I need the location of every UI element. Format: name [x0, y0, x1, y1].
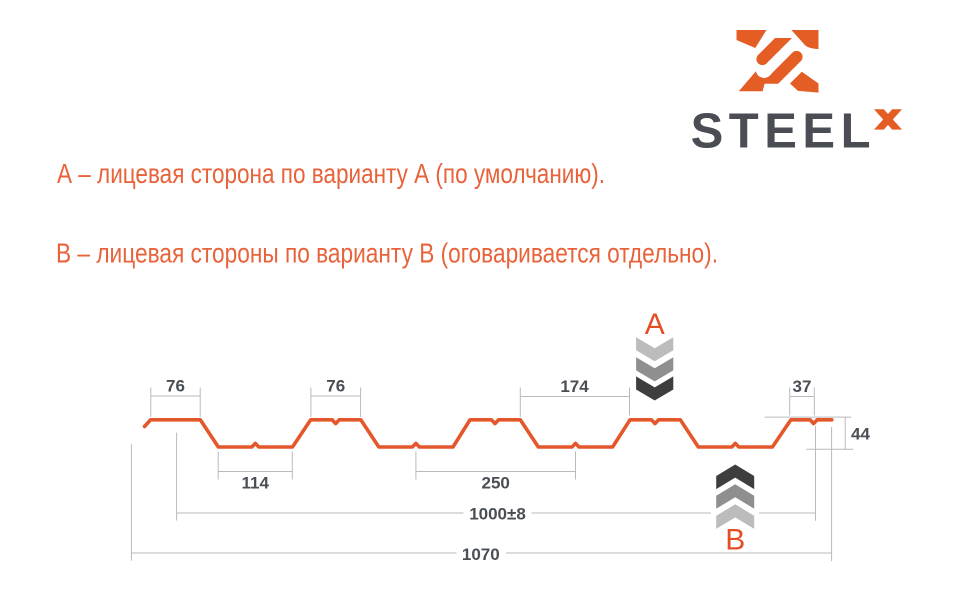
- svg-text:В: В: [725, 524, 745, 557]
- svg-text:1000±8: 1000±8: [469, 504, 526, 523]
- svg-text:1070: 1070: [462, 545, 500, 564]
- svg-text:А – лицевая сторона по вариант: А – лицевая сторона по варианту А (по ум…: [57, 158, 605, 189]
- svg-text:250: 250: [482, 473, 510, 492]
- svg-text:76: 76: [166, 377, 185, 396]
- svg-text:44: 44: [851, 425, 870, 444]
- svg-text:174: 174: [560, 377, 589, 396]
- svg-text:А: А: [645, 308, 665, 341]
- svg-text:37: 37: [793, 377, 812, 396]
- svg-text:STEEL: STEEL: [691, 105, 876, 159]
- svg-text:76: 76: [326, 377, 345, 396]
- svg-text:114: 114: [241, 473, 269, 492]
- svg-text:В – лицевая стороны по вариант: В – лицевая стороны по варианту В (огова…: [56, 238, 718, 269]
